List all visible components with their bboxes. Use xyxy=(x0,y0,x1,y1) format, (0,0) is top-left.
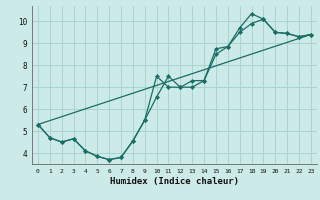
X-axis label: Humidex (Indice chaleur): Humidex (Indice chaleur) xyxy=(110,177,239,186)
